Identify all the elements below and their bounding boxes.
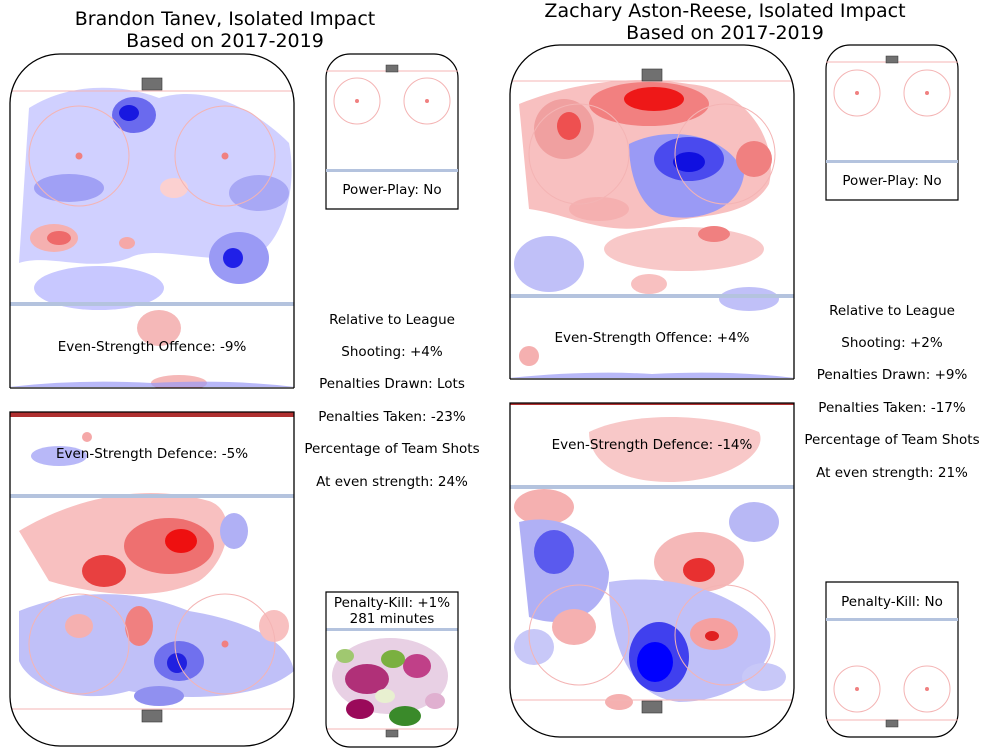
penalty-kill-line-2: 281 minutes	[349, 611, 435, 627]
title-line-1: Brandon Tanev, Isolated Impact	[74, 8, 376, 30]
chart-title-player-2: Zachary Aston-Reese, Isolated Impact Bas…	[500, 0, 950, 44]
stat-penalties-drawn: Penalties Drawn: Lots	[319, 376, 465, 392]
stat-even-strength-share: At even strength: 21%	[816, 465, 968, 481]
heat-blob	[332, 638, 448, 726]
stat-team-shots-label: Percentage of Team Shots	[804, 432, 980, 448]
es-offence-label-player-1: Even-Strength Offence: -9%	[57, 339, 247, 355]
title-line-1: Zachary Aston-Reese, Isolated Impact	[544, 0, 906, 22]
stat-penalties-taken: Penalties Taken: -23%	[318, 409, 466, 425]
penalty-kill-line-1: Penalty-Kill: +1%	[333, 595, 451, 611]
stat-team-shots-label: Percentage of Team Shots	[304, 441, 480, 457]
es-offence-label-player-2: Even-Strength Offence: +4%	[554, 330, 750, 346]
penalty-kill-rink-player-2	[825, 581, 959, 738]
heat-blob	[19, 432, 294, 706]
heat-blob	[514, 417, 786, 710]
penalty-kill-label-player-2: Penalty-Kill: No	[841, 594, 943, 610]
offence-rink-player-1	[9, 53, 295, 389]
heat-blob	[514, 80, 779, 366]
stat-shooting: Shooting: +2%	[841, 335, 943, 351]
es-defence-label-player-2: Even-Strength Defence: -14%	[551, 437, 753, 453]
defence-rink-player-1	[9, 411, 295, 747]
power-play-label-player-1: Power-Play: No	[342, 182, 442, 198]
penalty-kill-label-player-1: Penalty-Kill: +1% 281 minutes	[334, 595, 450, 627]
stats-header: Relative to League	[329, 312, 455, 328]
title-line-2: Based on 2017-2019	[626, 22, 824, 44]
stat-even-strength-share: At even strength: 24%	[316, 474, 468, 490]
chart-title-player-1: Brandon Tanev, Isolated Impact Based on …	[10, 8, 440, 52]
stats-header: Relative to League	[829, 303, 955, 319]
stat-penalties-drawn: Penalties Drawn: +9%	[816, 367, 968, 383]
title-line-2: Based on 2017-2019	[126, 30, 324, 52]
power-play-label-player-2: Power-Play: No	[842, 173, 942, 189]
es-defence-label-player-1: Even-Strength Defence: -5%	[55, 446, 249, 462]
offence-rink-player-2	[509, 44, 795, 380]
stat-penalties-taken: Penalties Taken: -17%	[818, 400, 966, 416]
stat-shooting: Shooting: +4%	[341, 344, 443, 360]
penalty-kill-rink-player-1	[325, 591, 459, 748]
defence-rink-player-2	[509, 402, 795, 738]
power-play-rink-player-1	[325, 53, 459, 210]
power-play-rink-player-2	[825, 44, 959, 201]
